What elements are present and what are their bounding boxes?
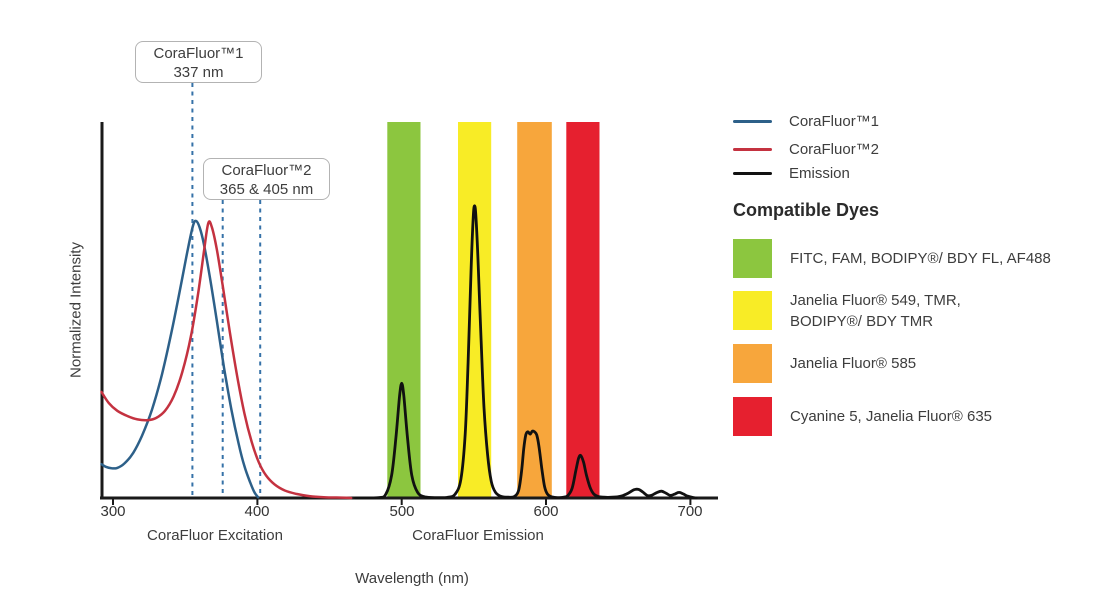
x-tick-500: 500 bbox=[389, 503, 415, 520]
x-axis-label: Wavelength (nm) bbox=[355, 570, 469, 587]
red-dye-swatch bbox=[733, 397, 772, 436]
legend-item-corafluor2: CoraFluor™2 bbox=[733, 140, 879, 158]
emission-line-swatch bbox=[733, 171, 772, 175]
yellow-dye-label: Janelia Fluor® 549, TMR, BODIPY®/ BDY TM… bbox=[790, 290, 961, 332]
dye-row-orange: Janelia Fluor® 585 bbox=[733, 344, 916, 383]
legend-item-corafluor1: CoraFluor™1 bbox=[733, 112, 879, 130]
corafluor2-line-swatch bbox=[733, 147, 772, 151]
legend-label-corafluor2: CoraFluor™2 bbox=[789, 140, 880, 158]
orange-dye-label: Janelia Fluor® 585 bbox=[790, 353, 916, 374]
compatible-dyes-heading: Compatible Dyes bbox=[733, 200, 880, 220]
x-tick-400: 400 bbox=[244, 503, 270, 520]
callout-corafluor1: CoraFluor™1 337 nm bbox=[135, 41, 262, 83]
callout-corafluor1-value: 337 nm bbox=[173, 64, 224, 81]
legend-label-emission: Emission bbox=[789, 164, 850, 182]
dye-row-red: Cyanine 5, Janelia Fluor® 635 bbox=[733, 397, 992, 436]
green-dye-swatch bbox=[733, 239, 772, 278]
x-tick-300: 300 bbox=[100, 503, 126, 520]
green-dye-label-line1: FITC, FAM, BODIPY®/ BDY FL, AF488 bbox=[790, 250, 1051, 267]
orange-dye-label-line1: Janelia Fluor® 585 bbox=[790, 355, 917, 372]
legend-item-emission: Emission bbox=[733, 164, 850, 182]
callout-corafluor2-title: CoraFluor™2 bbox=[221, 162, 312, 179]
callout-corafluor2: CoraFluor™2 365 & 405 nm bbox=[203, 158, 330, 200]
orange-dye-swatch bbox=[733, 344, 772, 383]
section-label-emission: CoraFluor Emission bbox=[412, 527, 544, 544]
section-label-excitation: CoraFluor Excitation bbox=[147, 527, 283, 544]
legend-label-corafluor1: CoraFluor™1 bbox=[789, 112, 880, 130]
y-axis-label: Normalized Intensity bbox=[67, 242, 85, 378]
corafluor1-line-swatch bbox=[733, 119, 772, 123]
callout-corafluor1-title: CoraFluor™1 bbox=[153, 45, 244, 62]
red-dye-label: Cyanine 5, Janelia Fluor® 635 bbox=[790, 406, 992, 427]
x-tick-600: 600 bbox=[533, 503, 559, 520]
green-dye-label: FITC, FAM, BODIPY®/ BDY FL, AF488 bbox=[790, 248, 1051, 269]
x-tick-700: 700 bbox=[677, 503, 703, 520]
yellow-dye-swatch bbox=[733, 291, 772, 330]
yellow-dye-label-line2: BODIPY®/ BDY TMR bbox=[790, 312, 934, 330]
yellow-dye-label-line1: Janelia Fluor® 549, TMR, bbox=[790, 291, 961, 309]
callout-corafluor2-value: 365 & 405 nm bbox=[219, 181, 314, 198]
dye-row-green: FITC, FAM, BODIPY®/ BDY FL, AF488 bbox=[733, 239, 1051, 278]
dye-row-yellow: Janelia Fluor® 549, TMR, BODIPY®/ BDY TM… bbox=[733, 291, 961, 330]
red-dye-label-line1: Cyanine 5, Janelia Fluor® 635 bbox=[790, 408, 993, 425]
